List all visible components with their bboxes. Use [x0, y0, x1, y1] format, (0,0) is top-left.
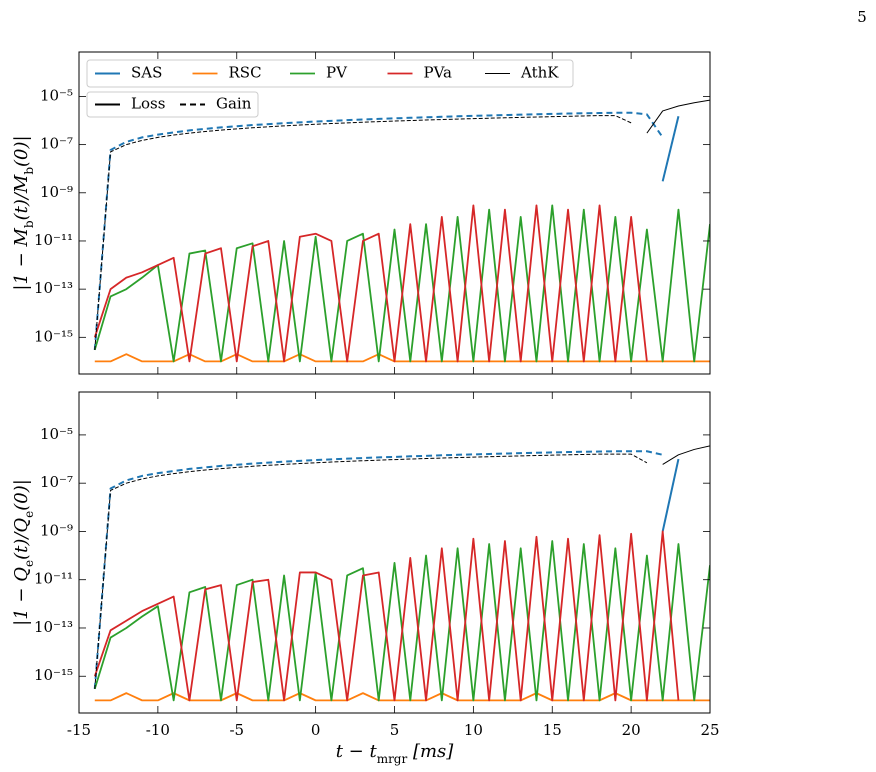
y-tick-label: 10⁻⁹	[40, 521, 73, 539]
x-tick-label: 5	[390, 721, 400, 739]
y-axis-label-part: |1 − Q	[11, 567, 32, 626]
x-tick-label: 10	[464, 721, 483, 739]
plot-area	[93, 445, 710, 702]
series-line	[94, 692, 710, 702]
series-line	[661, 116, 680, 182]
y-tick-label: 10⁻¹⁵	[34, 666, 73, 684]
y-tick-label: 10⁻⁷	[40, 135, 73, 153]
legend-label: AthK	[520, 64, 559, 82]
y-axis-label-part: e	[22, 560, 36, 567]
y-axis-label: |1 − Mb(t)/Mb(0)|	[11, 135, 36, 290]
x-tick-label: 0	[311, 721, 321, 739]
y-tick-label: 10⁻¹³	[34, 618, 73, 636]
y-axis-label-part: (0)|	[11, 479, 32, 511]
page-number: 5	[857, 8, 867, 26]
legend-label: Gain	[216, 95, 252, 113]
series-line	[93, 111, 664, 350]
series-line	[93, 450, 663, 689]
y-tick-label: 10⁻⁹	[40, 183, 73, 201]
y-axis-label-part: (t)/M	[11, 174, 32, 220]
legend-label: SAS	[131, 64, 162, 82]
y-tick-label: 10⁻¹⁵	[34, 327, 73, 345]
y-tick-label: 10⁻¹¹	[34, 570, 73, 588]
plot-area	[93, 99, 710, 363]
series-line	[94, 115, 632, 350]
y-axis-label-part: (t)/Q	[11, 518, 32, 560]
x-axis-label-part: t − t	[336, 741, 378, 762]
series-line	[661, 458, 680, 532]
series-line	[94, 453, 648, 689]
y-axis-label-part: b	[22, 167, 36, 175]
x-axis-label-part: [ms]	[407, 741, 454, 762]
legend-frame	[86, 91, 259, 118]
y-axis-label-part: b	[22, 220, 36, 228]
x-tick-label: -10	[146, 721, 170, 739]
x-axis-label: t − tmrgr [ms]	[336, 741, 455, 766]
x-tick-label: 25	[700, 721, 719, 739]
y-axis-label-part: |1 − M	[11, 228, 32, 291]
legend-frame	[86, 59, 574, 88]
x-tick-label: -15	[67, 721, 91, 739]
legend-label: Loss	[131, 95, 165, 113]
y-tick-label: 10⁻⁷	[40, 473, 73, 491]
y-tick-label: 10⁻⁵	[40, 425, 73, 443]
x-axis-label-part: mrgr	[377, 752, 408, 766]
y-tick-label: 10⁻¹¹	[34, 231, 73, 249]
series-line	[662, 445, 710, 465]
series-line	[94, 353, 710, 363]
series-line	[646, 99, 710, 134]
y-axis-label-part: e	[22, 511, 36, 518]
legend-label: RSC	[229, 64, 262, 82]
y-axis-label: |1 − Qe(t)/Qe(0)|	[11, 479, 36, 626]
x-tick-label: 20	[622, 721, 641, 739]
y-tick-label: 10⁻⁵	[40, 86, 73, 104]
y-tick-label: 10⁻¹³	[34, 279, 73, 297]
series-line	[93, 204, 648, 363]
x-tick-label: 15	[543, 721, 562, 739]
legend-label: PVa	[424, 64, 453, 82]
x-tick-label: -5	[229, 721, 244, 739]
y-axis-label-part: (0)|	[11, 135, 32, 167]
series-line	[93, 530, 680, 702]
legend-label: PV	[326, 64, 348, 82]
